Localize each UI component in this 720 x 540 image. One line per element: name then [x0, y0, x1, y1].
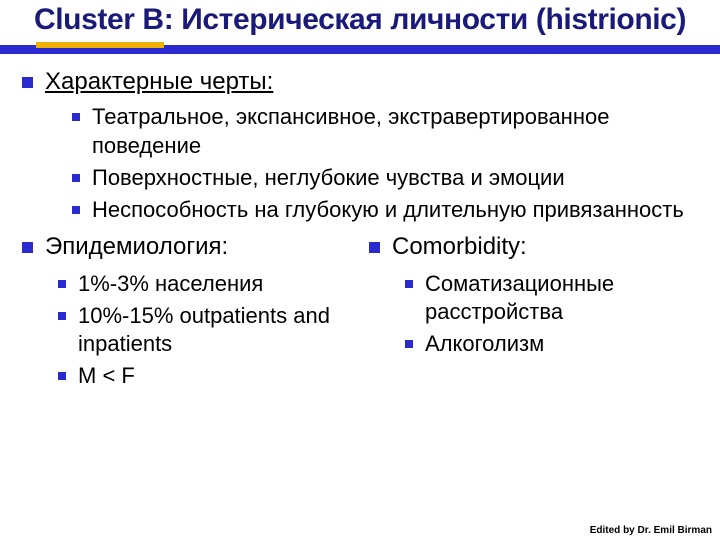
list-item-text: 10%-15% outpatients and inpatients: [78, 302, 357, 358]
section-heading: Характерные черты:: [45, 67, 273, 97]
list-item-text: Неспособность на глубокую и длительную п…: [92, 196, 684, 224]
bullet-icon: [58, 280, 66, 288]
list-item: Соматизационные расстройства: [405, 270, 704, 326]
section-heading: Эпидемиология:: [45, 232, 228, 262]
slide-body: Характерные черты: Театральное, экспанси…: [0, 61, 720, 394]
bullet-icon: [72, 113, 80, 121]
list-item: Алкоголизм: [405, 330, 704, 358]
footer-credit: Edited by Dr. Emil Birman: [590, 525, 712, 536]
section-traits: Характерные черты: Театральное, экспанси…: [22, 67, 704, 224]
bullet-icon: [405, 340, 413, 348]
two-column-row: Эпидемиология: 1%-3% населения 10%-15% o…: [22, 232, 704, 395]
section-comorbidity: Comorbidity: Соматизационные расстройств…: [369, 232, 704, 395]
bullet-icon: [22, 77, 33, 88]
bullet-icon: [369, 242, 380, 253]
list-item-text: Театральное, экспансивное, экстравертиро…: [92, 103, 704, 159]
bullet-icon: [22, 242, 33, 253]
comorbidity-list: Соматизационные расстройства Алкоголизм: [369, 270, 704, 358]
list-item: Поверхностные, неглубокие чувства и эмоц…: [72, 164, 704, 192]
bullet-icon: [58, 312, 66, 320]
bullet-icon: [72, 174, 80, 182]
list-item: Неспособность на глубокую и длительную п…: [72, 196, 704, 224]
list-item-text: M < F: [78, 362, 135, 390]
epidemiology-list: 1%-3% населения 10%-15% outpatients and …: [22, 270, 357, 391]
slide-title: Cluster B: Истерическая личности (histri…: [0, 0, 720, 37]
list-item: 10%-15% outpatients and inpatients: [58, 302, 357, 358]
section-heading: Comorbidity:: [392, 232, 527, 262]
section-epidemiology: Эпидемиология: 1%-3% населения 10%-15% o…: [22, 232, 357, 395]
list-item-text: Соматизационные расстройства: [425, 270, 704, 326]
list-item: Театральное, экспансивное, экстравертиро…: [72, 103, 704, 159]
bullet-icon: [405, 280, 413, 288]
rule-orange: [36, 42, 164, 48]
list-item-text: Поверхностные, неглубокие чувства и эмоц…: [92, 164, 565, 192]
traits-list: Театральное, экспансивное, экстравертиро…: [22, 103, 704, 224]
list-item-text: 1%-3% населения: [78, 270, 263, 298]
list-item: M < F: [58, 362, 357, 390]
bullet-icon: [58, 372, 66, 380]
list-item-text: Алкоголизм: [425, 330, 544, 358]
bullet-icon: [72, 206, 80, 214]
title-rule: [0, 39, 720, 61]
list-item: 1%-3% населения: [58, 270, 357, 298]
